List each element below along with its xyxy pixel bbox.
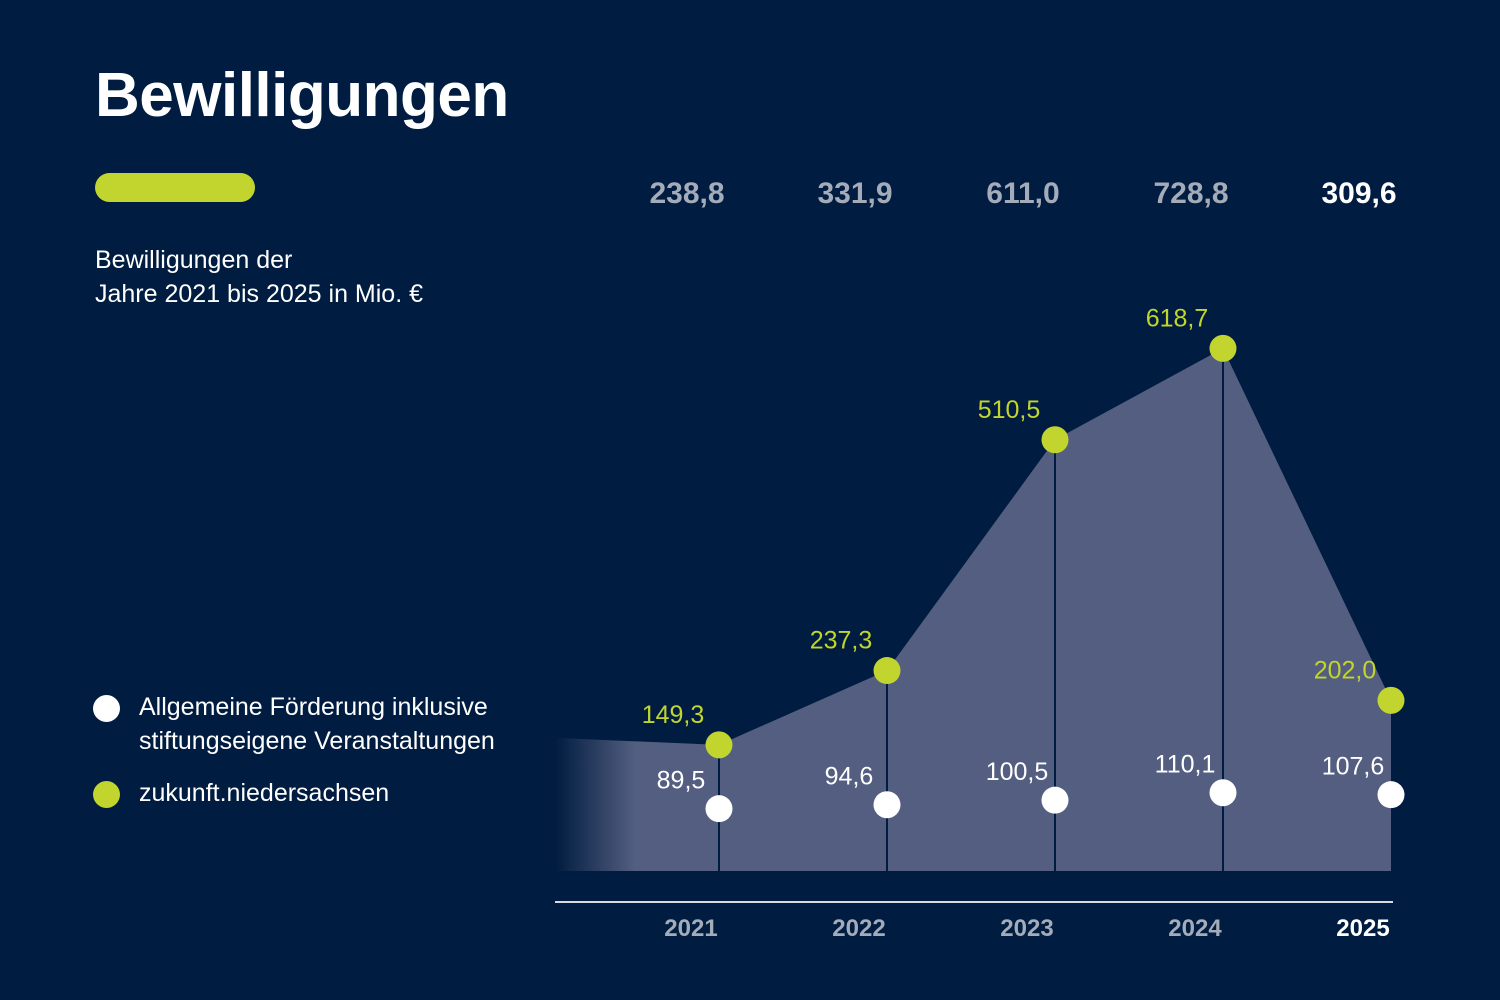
point-allgemein-2024 bbox=[1209, 779, 1237, 807]
total-label-2022: 331,9 bbox=[817, 177, 892, 210]
tick-label-2025: 2025 bbox=[1336, 915, 1389, 942]
point-zukunft-2025 bbox=[1377, 686, 1405, 714]
point-zukunft-2024 bbox=[1209, 334, 1237, 362]
total-label-2023: 611,0 bbox=[986, 177, 1059, 210]
accent-bar bbox=[95, 173, 255, 202]
chart-legend: Allgemeine Förderung inklusive stiftungs… bbox=[93, 690, 513, 810]
total-label-2024: 728,8 bbox=[1153, 177, 1228, 210]
value-label-zukunft-2024: 618,7 bbox=[1146, 304, 1209, 332]
value-label-zukunft-2025: 202,0 bbox=[1314, 656, 1377, 684]
value-label-allgemein-2024: 110,1 bbox=[1155, 751, 1216, 779]
total-label-2021: 238,8 bbox=[649, 177, 724, 210]
legend-dot-white-icon bbox=[93, 695, 120, 722]
tick-label-2024: 2024 bbox=[1168, 915, 1222, 942]
legend-item-zukunft-niedersachsen: zukunft.niedersachsen bbox=[93, 776, 513, 810]
tick-label-2022: 2022 bbox=[832, 915, 885, 942]
page-title: Bewilligungen bbox=[95, 61, 509, 130]
value-label-allgemein-2025: 107,6 bbox=[1322, 753, 1385, 781]
legend-item-allgemeine-foerderung: Allgemeine Förderung inklusive stiftungs… bbox=[93, 690, 513, 758]
value-label-allgemein-2022: 94,6 bbox=[825, 763, 874, 791]
point-zukunft-2021 bbox=[705, 731, 733, 759]
value-label-zukunft-2021: 149,3 bbox=[642, 701, 705, 729]
total-label-2025: 309,6 bbox=[1321, 177, 1396, 210]
tick-label-2021: 2021 bbox=[664, 915, 717, 942]
tick-label-2023: 2023 bbox=[1000, 915, 1053, 942]
point-zukunft-2023 bbox=[1041, 426, 1069, 454]
area-shape bbox=[555, 348, 1391, 871]
point-allgemein-2022 bbox=[873, 791, 901, 819]
legend-dot-green-icon bbox=[93, 781, 120, 808]
value-label-zukunft-2023: 510,5 bbox=[978, 396, 1041, 424]
chart-subtitle: Bewilligungen der Jahre 2021 bis 2025 in… bbox=[95, 243, 525, 311]
point-allgemein-2025 bbox=[1377, 781, 1405, 809]
point-allgemein-2023 bbox=[1041, 786, 1069, 814]
subtitle-line-2: Jahre 2021 bis 2025 in Mio. € bbox=[95, 280, 423, 308]
legend-label: Allgemeine Förderung inklusive stiftungs… bbox=[139, 693, 495, 755]
value-label-zukunft-2022: 237,3 bbox=[810, 627, 873, 655]
subtitle-line-1: Bewilligungen der bbox=[95, 246, 293, 274]
point-allgemein-2021 bbox=[705, 795, 733, 823]
value-label-allgemein-2023: 100,5 bbox=[986, 758, 1049, 786]
point-zukunft-2022 bbox=[873, 657, 901, 685]
legend-label: zukunft.niedersachsen bbox=[139, 779, 390, 807]
value-label-allgemein-2021: 89,5 bbox=[657, 767, 706, 795]
area-fade bbox=[555, 600, 635, 871]
